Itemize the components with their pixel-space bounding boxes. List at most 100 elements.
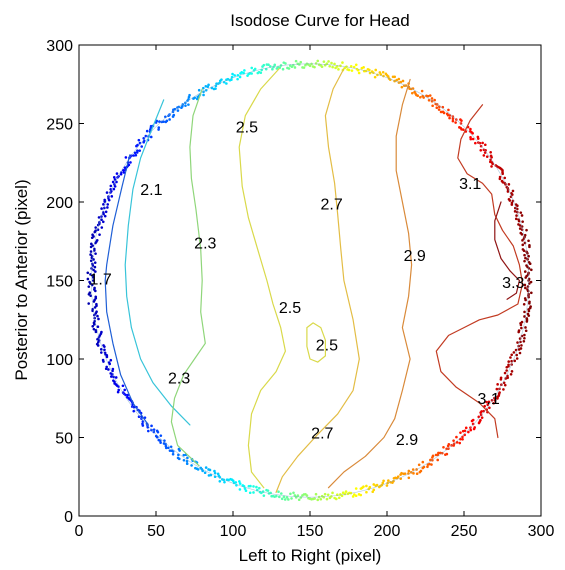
rim-point [89, 282, 92, 285]
y-tick-label: 150 [46, 274, 73, 291]
rim-point [287, 498, 290, 501]
rim-point [515, 214, 518, 217]
rim-point [517, 223, 520, 226]
rim-point [489, 150, 492, 154]
rim-point [103, 214, 107, 218]
rim-point [266, 489, 270, 492]
rim-point [304, 63, 307, 67]
rim-point [94, 252, 97, 255]
rim-point [197, 88, 201, 92]
rim-point [90, 236, 94, 240]
rim-point [510, 359, 513, 363]
rim-point [381, 481, 385, 485]
rim-point [523, 333, 526, 337]
rim-point [141, 424, 145, 427]
rim-point [322, 495, 326, 499]
rim-point [492, 396, 496, 400]
rim-point [121, 384, 125, 388]
rim-point [471, 137, 475, 141]
y-axis-title: Posterior to Anterior (pixel) [12, 179, 31, 380]
rim-point [196, 468, 200, 471]
rim-point [111, 180, 115, 184]
rim-point [527, 277, 531, 281]
rim-point [524, 326, 527, 329]
rim-point [260, 491, 263, 495]
rim-point [92, 268, 95, 272]
isodose-contour-3-1 [435, 104, 524, 439]
rim-point [311, 65, 315, 68]
rim-point [93, 230, 97, 234]
rim-point [515, 353, 519, 357]
rim-point [512, 351, 516, 354]
rim-point [493, 399, 497, 402]
rim-point [305, 494, 309, 497]
rim-point [382, 479, 385, 483]
rim-point [419, 95, 422, 99]
rim-point [481, 141, 484, 145]
rim-point [528, 243, 531, 247]
rim-point [521, 243, 525, 247]
rim-point [164, 120, 168, 124]
rim-point [213, 471, 217, 475]
rim-point [159, 434, 163, 437]
rim-point [150, 424, 153, 428]
rim-point [445, 452, 449, 456]
rim-point [209, 473, 213, 477]
rim-point [346, 68, 349, 71]
rim-point [218, 480, 222, 483]
rim-point [289, 492, 292, 496]
rim-point [366, 67, 370, 71]
rim-point [326, 493, 330, 497]
rim-point [522, 302, 526, 306]
rim-point [359, 493, 363, 497]
rim-point [178, 449, 181, 452]
rim-point [92, 258, 95, 261]
rim-point [177, 457, 181, 461]
rim-point [373, 75, 377, 79]
rim-point [108, 362, 112, 366]
rim-point [509, 373, 513, 376]
rim-point [271, 67, 274, 71]
rim-point [499, 376, 503, 380]
rim-point [134, 153, 138, 157]
rim-point [89, 250, 93, 253]
rim-point [360, 66, 364, 70]
rim-point [523, 310, 526, 314]
rim-point [314, 492, 318, 496]
rim-point [122, 168, 125, 172]
rim-point [265, 63, 269, 66]
rim-point [234, 481, 238, 484]
rim-point [354, 494, 358, 498]
rim-point [87, 285, 91, 288]
rim-point [86, 277, 90, 281]
rim-point [484, 143, 487, 147]
x-tick-label: 100 [220, 523, 247, 540]
rim-point [257, 486, 261, 490]
chart-title: Isodose Curve for Head [230, 11, 410, 30]
rim-point [94, 226, 97, 229]
rim-point [527, 292, 530, 296]
rim-point [159, 441, 162, 444]
y-tick-label: 250 [46, 117, 73, 134]
rim-point [458, 441, 462, 445]
rim-point [429, 458, 432, 462]
rim-point [93, 265, 97, 269]
rim-point [507, 360, 511, 363]
rim-point [513, 359, 517, 363]
rim-point [132, 409, 136, 413]
rim-point [368, 485, 372, 489]
rim-point [523, 259, 526, 263]
rim-point [391, 75, 395, 79]
contour-label: 2.7 [311, 426, 333, 443]
rim-point [489, 160, 492, 164]
rim-point [525, 264, 528, 267]
rim-point [168, 449, 172, 452]
rim-point [119, 172, 123, 176]
rim-point [521, 220, 524, 223]
rim-point [458, 126, 461, 129]
x-tick-label: 50 [147, 523, 165, 540]
rim-point [126, 393, 129, 397]
rim-point [97, 317, 100, 321]
rim-point [86, 271, 90, 275]
